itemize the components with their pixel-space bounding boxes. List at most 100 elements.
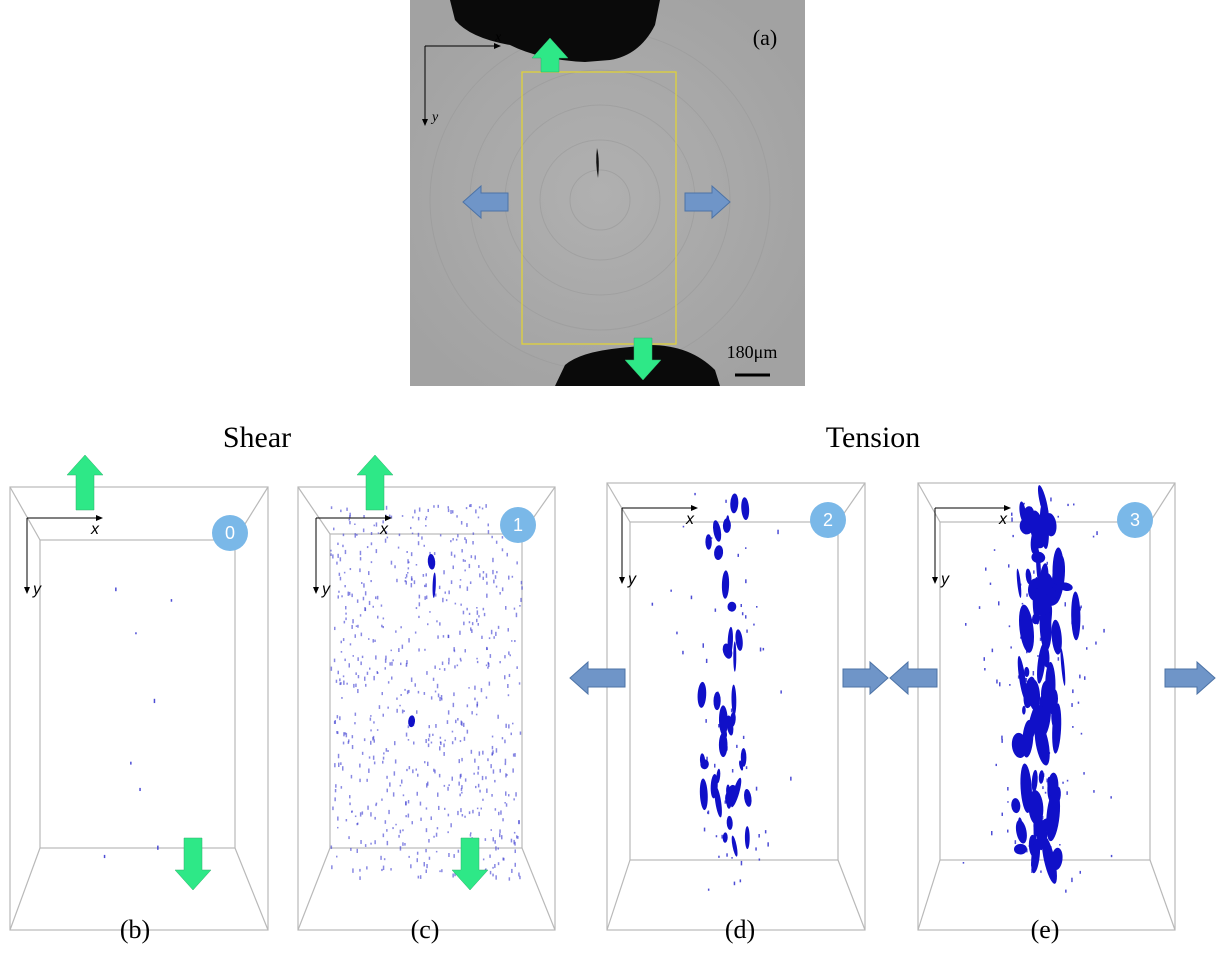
damage-dot (418, 648, 420, 652)
damage-dot (767, 842, 769, 847)
damage-dot (368, 768, 370, 773)
damage-void (740, 748, 747, 767)
damage-dot (349, 802, 351, 806)
damage-void (726, 815, 733, 830)
damage-dot (456, 515, 458, 518)
damage-dot (737, 553, 739, 557)
damage-dot (354, 712, 357, 716)
damage-void (1016, 568, 1022, 598)
damage-dot (373, 761, 376, 765)
damage-dot (381, 798, 383, 801)
damage-dot (373, 524, 375, 527)
box-edge (9, 486, 41, 541)
damage-dot (476, 618, 478, 623)
damage-dot (425, 848, 427, 853)
damage-dot (387, 681, 390, 684)
scale-bar-label: 180μm (727, 342, 778, 362)
damage-dot (497, 714, 499, 719)
damage-dot (459, 740, 462, 743)
damage-dot (466, 704, 469, 708)
damage-dot (512, 753, 515, 757)
box-edge (917, 482, 941, 523)
damage-dot (445, 599, 448, 602)
box-edge (917, 859, 941, 931)
damage-dot (492, 750, 494, 755)
damage-dot (390, 560, 393, 565)
damage-dot (739, 879, 742, 883)
damage-dot (337, 816, 339, 821)
damage-dot (454, 602, 457, 605)
damage-dot (495, 875, 497, 880)
damage-dot (399, 784, 402, 787)
damage-dot (1040, 870, 1042, 873)
outer-box (9, 486, 269, 931)
damage-void (1047, 776, 1053, 796)
damage-dot (406, 660, 408, 665)
damage-dot (418, 602, 421, 607)
damage-dot (504, 655, 506, 659)
damage-dot (412, 769, 414, 774)
damage-dot (755, 786, 758, 791)
damage-dot (1084, 676, 1086, 680)
damage-dot (408, 766, 411, 770)
damage-dot (468, 811, 471, 815)
damage-dot (364, 591, 367, 596)
damage-dot (450, 540, 452, 543)
damage-dot (721, 834, 723, 839)
damage-dot (428, 839, 430, 843)
damage-dot (479, 573, 481, 578)
inner-box (329, 533, 523, 849)
damage-dot (476, 657, 478, 660)
damage-dot (457, 534, 459, 538)
damage-dot (381, 624, 383, 628)
damage-dot (466, 586, 469, 591)
damage-dot (359, 614, 362, 617)
damage-dot (460, 773, 462, 778)
damage-dot (419, 875, 422, 879)
damage-dot (347, 591, 349, 596)
damage-dot (361, 811, 364, 815)
damage-dot (387, 750, 389, 752)
damage-dot (514, 753, 516, 757)
damage-dot (351, 811, 353, 813)
damage-dot (521, 586, 523, 590)
damage-dot (390, 868, 392, 871)
damage-dot (505, 773, 507, 778)
damage-dot (1062, 781, 1064, 784)
damage-dot (339, 557, 342, 562)
damage-dot (502, 818, 504, 822)
damage-dot (780, 690, 782, 694)
damage-dot (518, 872, 520, 877)
outer-box (917, 482, 1176, 931)
damage-dot (375, 522, 378, 527)
damage-dot (426, 783, 428, 788)
damage-dot (407, 559, 409, 564)
damage-dot (402, 829, 404, 832)
step-badge (810, 502, 846, 538)
notch-top (450, 0, 660, 62)
box-edge (1149, 482, 1176, 523)
damage-dot (359, 763, 361, 768)
damage-void (1052, 703, 1062, 754)
damage-dot (496, 571, 498, 574)
damage-void (1058, 582, 1073, 591)
damage-void (722, 643, 733, 659)
damage-dot (345, 617, 347, 621)
damage-dot (375, 549, 378, 554)
damage-dot (365, 683, 367, 687)
damage-dot (1093, 790, 1095, 793)
damage-dot (427, 761, 429, 767)
damage-dot (357, 624, 359, 628)
damage-dot (366, 671, 369, 675)
damage-dot (360, 661, 362, 666)
damage-dot (520, 597, 522, 602)
damage-dot (476, 610, 479, 615)
damage-dot (336, 561, 338, 565)
damage-dot (414, 631, 417, 634)
damage-dot (346, 507, 348, 511)
damage-dot (408, 689, 410, 693)
damage-dot (454, 872, 456, 877)
damage-dot (705, 658, 708, 663)
damage-void (714, 545, 724, 560)
